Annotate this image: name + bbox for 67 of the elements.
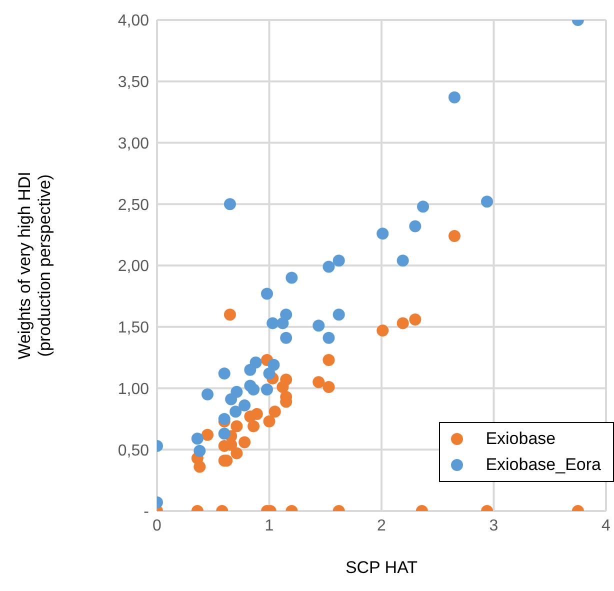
- y-tick-label: 2,00: [118, 258, 150, 276]
- point: [332, 254, 345, 267]
- point: [276, 381, 289, 394]
- x-tick-label: 0: [152, 517, 162, 534]
- point: [244, 410, 256, 422]
- point: [238, 436, 251, 448]
- point: [238, 399, 251, 412]
- x-tick-label: 1: [264, 517, 274, 534]
- point: [218, 368, 230, 380]
- point: [396, 317, 409, 330]
- point: [224, 308, 236, 321]
- point: [376, 324, 389, 337]
- point: [276, 317, 289, 330]
- point: [266, 317, 279, 330]
- point: [225, 438, 238, 451]
- point: [224, 198, 236, 210]
- y-tick-label: 3,00: [118, 135, 150, 152]
- point: [263, 415, 276, 428]
- point: [409, 220, 422, 232]
- point: [286, 272, 298, 284]
- y-tick-label: 3,50: [118, 74, 150, 92]
- x-axis-title: SCP HAT: [345, 558, 418, 577]
- point: [263, 368, 276, 380]
- point: [409, 314, 422, 326]
- y-tick-label: -: [144, 504, 149, 521]
- point: [261, 383, 274, 396]
- legend-label: Exiobase: [486, 428, 556, 450]
- point: [280, 332, 292, 344]
- y-tick-label: 4,00: [118, 12, 150, 30]
- point: [417, 200, 430, 213]
- point: [230, 447, 243, 460]
- y-tick-label: 1,50: [118, 320, 150, 337]
- point: [194, 444, 206, 457]
- point: [194, 460, 206, 473]
- point: [322, 260, 335, 273]
- point: [225, 393, 238, 406]
- x-tick-label: 2: [377, 517, 386, 534]
- point: [248, 420, 260, 432]
- y-tick-label: 1,00: [118, 380, 150, 398]
- point: [218, 412, 230, 425]
- point: [202, 428, 214, 441]
- point: [244, 364, 256, 376]
- point: [332, 308, 345, 321]
- point: [261, 288, 274, 300]
- point: [448, 91, 460, 104]
- point: [248, 383, 260, 396]
- x-tick-label: 3: [489, 517, 498, 534]
- point: [191, 432, 204, 445]
- point: [230, 406, 242, 418]
- point: [376, 228, 389, 240]
- point: [322, 354, 335, 366]
- point: [218, 428, 230, 440]
- point: [202, 388, 214, 400]
- point: [230, 420, 243, 432]
- x-tick-label: 4: [602, 517, 611, 534]
- legend-label: Exiobase_Eora: [486, 454, 601, 476]
- point: [312, 320, 325, 332]
- point: [481, 196, 494, 208]
- point: [322, 332, 335, 344]
- point: [448, 230, 460, 242]
- y-tick-label: 0,50: [118, 442, 150, 460]
- point: [396, 254, 409, 267]
- y-axis-title: Weights of very high HDI (production perspective): [15, 172, 54, 360]
- y-tick-label: 2,50: [118, 196, 150, 214]
- point: [322, 381, 335, 394]
- point: [268, 406, 281, 418]
- point: [312, 376, 325, 388]
